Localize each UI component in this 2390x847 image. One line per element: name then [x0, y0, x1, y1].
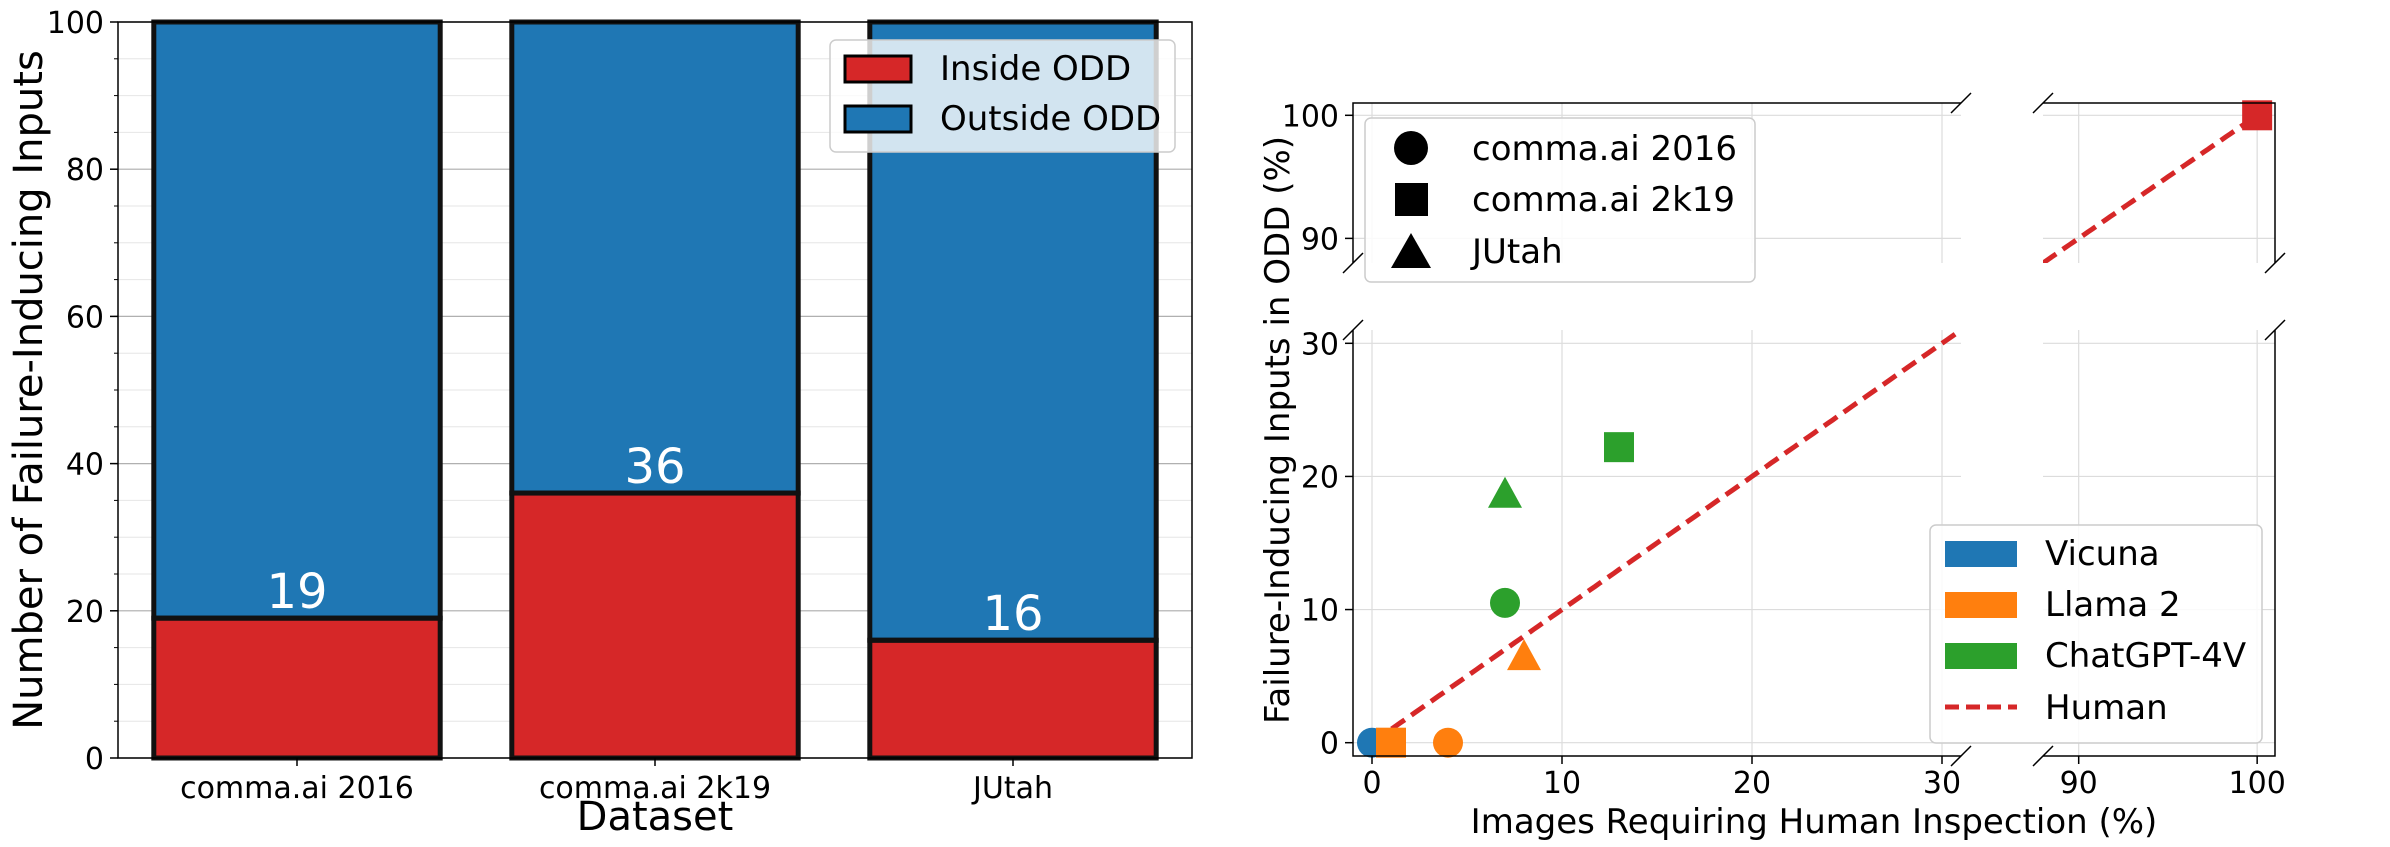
legend-label-inside-odd: Inside ODD	[940, 49, 1131, 89]
panel-frame-upper-right	[2043, 102, 2276, 263]
scatter-x-tick-label: 90	[2060, 766, 2098, 801]
scatter-chart-x-axis-label: Images Requiring Human Inspection (%)	[1471, 802, 2158, 842]
point-llama-2-jutah	[1507, 639, 1541, 671]
legend-label-outside-odd: Outside ODD	[940, 99, 1161, 139]
bar-chart-bars	[151, 19, 1159, 761]
bar-y-tick-label: 40	[66, 448, 104, 483]
bar-y-tick-label: 100	[47, 6, 104, 41]
bar-chart-y-ticks: 0 20 40 60 80 100	[47, 6, 118, 777]
scatter-y-tick-label: 0	[1320, 727, 1339, 762]
point-chatgpt-4v-jutah	[1488, 476, 1522, 508]
bar-data-label: 36	[624, 439, 685, 495]
bar-data-label: 19	[266, 564, 327, 620]
point-llama-2-comma-ai-2k19	[1376, 727, 1406, 758]
scatter-x-tick-label: 100	[2229, 766, 2286, 801]
bar-jutah-inside-odd	[869, 640, 1157, 758]
point-chatgpt-4v-comma-ai-2k19	[1604, 432, 1634, 463]
break-mark	[2032, 745, 2054, 767]
bar-chart-x-axis-label: Dataset	[577, 794, 734, 840]
scatter-chart-y-axis-label: Failure-Inducing Inputs in ODD (%)	[1258, 136, 1298, 724]
bar-chart-legend: Inside ODD Outside ODD	[829, 39, 1176, 153]
panel-frame-lower-right	[2043, 330, 2276, 757]
legend-marker-circle	[1394, 131, 1428, 165]
scatter-y-tick-label: 30	[1301, 327, 1339, 362]
bar-y-tick-label: 20	[66, 595, 104, 630]
bar-chart-x-ticks: comma.ai 2016 comma.ai 2k19 JUtah	[180, 758, 1053, 806]
legend-swatch-llama2	[1945, 592, 2017, 618]
bar-chart-legend-frame	[829, 39, 1176, 153]
bar-y-tick-label: 60	[66, 300, 104, 335]
bar-data-label: 16	[982, 586, 1043, 642]
scatter-chart-frames	[1352, 102, 2276, 757]
marker-legend-frame	[1364, 117, 1756, 283]
scatter-y-tick-label: 10	[1301, 594, 1339, 629]
legend-marker-triangle	[1391, 233, 1431, 268]
break-mark	[1342, 252, 1364, 274]
human-line-segment	[2043, 113, 2259, 263]
scatter-y-tick-label: 90	[1301, 222, 1339, 257]
scatter-chart-points	[1357, 100, 2273, 758]
point-chatgpt-4v-comma-ai-2016	[1490, 587, 1520, 618]
bar-chart: 0 20 40 60 80 100 comma.ai 2016 comma.ai 2k19 J…	[6, 6, 1193, 840]
legend-label-jutah: JUtah	[1470, 232, 1563, 272]
legend-label-comma-2k19: comma.ai 2k19	[1472, 180, 1735, 220]
bar-y-tick-label: 80	[66, 153, 104, 188]
panel-frame-upper-left	[1352, 102, 1961, 263]
legend-swatch-inside-odd	[843, 54, 913, 84]
axis-break-marks	[1342, 92, 2286, 767]
legend-label-chatgpt4v: ChatGPT-4V	[2045, 636, 2246, 676]
scatter-y-tick-label: 100	[1282, 99, 1339, 134]
legend-label-llama2: Llama 2	[2045, 585, 2181, 625]
legend-swatch-vicuna	[1945, 541, 2017, 567]
bar-x-tick-label: comma.ai 2k19	[539, 771, 771, 806]
bar-chart-y-axis-label: Number of Failure-Inducing Inputs	[6, 50, 52, 730]
scatter-x-tick-label: 30	[1923, 766, 1961, 801]
bar-chart-data-labels: 19 36 16	[266, 439, 1043, 642]
break-mark	[2264, 252, 2286, 274]
legend-marker-square	[1395, 183, 1428, 216]
bar-x-tick-label: JUtah	[971, 771, 1053, 806]
legend-label-comma-2016: comma.ai 2016	[1472, 129, 1737, 169]
human-line-segment	[1370, 330, 1961, 745]
legend-swatch-outside-odd	[843, 104, 913, 134]
break-mark	[2264, 319, 2286, 341]
scatter-chart-x-ticks: 0 10 20 30 90 100	[1362, 756, 2286, 801]
scatter-x-tick-label: 10	[1543, 766, 1581, 801]
bar-y-tick-label: 0	[85, 742, 104, 777]
break-mark	[1950, 92, 1972, 114]
bar-comma-ai-2k19-outside-odd	[511, 22, 799, 494]
series-legend-frame	[1929, 524, 2263, 744]
scatter-chart-y-ticks: 0 10 20 30 90 100	[1282, 99, 1353, 762]
scatter-y-tick-label: 20	[1301, 460, 1339, 495]
point-llama-2-comma-ai-2016	[1433, 727, 1463, 758]
point-human-comma-ai-2k19	[2242, 100, 2273, 131]
bar-x-tick-label: comma.ai 2016	[180, 771, 414, 806]
legend-label-human: Human	[2045, 688, 2168, 728]
scatter-chart: 0 10 20 30 90 100 0 10 20 30 90 100 Images Requiri…	[1258, 92, 2286, 842]
break-mark	[1342, 319, 1364, 341]
panel-frame-lower-left	[1352, 330, 1961, 757]
bar-comma-ai-2016-outside-odd	[153, 22, 441, 619]
marker-legend: comma.ai 2016 comma.ai 2k19 JUtah	[1364, 117, 1756, 283]
bar-comma-ai-2016-inside-odd	[153, 618, 441, 758]
scatter-x-tick-label: 20	[1733, 766, 1771, 801]
series-legend: Vicuna Llama 2 ChatGPT-4V Human	[1929, 524, 2263, 744]
legend-label-vicuna: Vicuna	[2045, 534, 2160, 574]
break-mark	[1950, 745, 1972, 767]
legend-swatch-chatgpt4v	[1945, 643, 2017, 669]
break-mark	[2032, 92, 2054, 114]
human-line	[1370, 113, 2259, 745]
scatter-x-tick-label: 0	[1362, 766, 1381, 801]
bar-comma-ai-2k19-inside-odd	[511, 493, 799, 758]
